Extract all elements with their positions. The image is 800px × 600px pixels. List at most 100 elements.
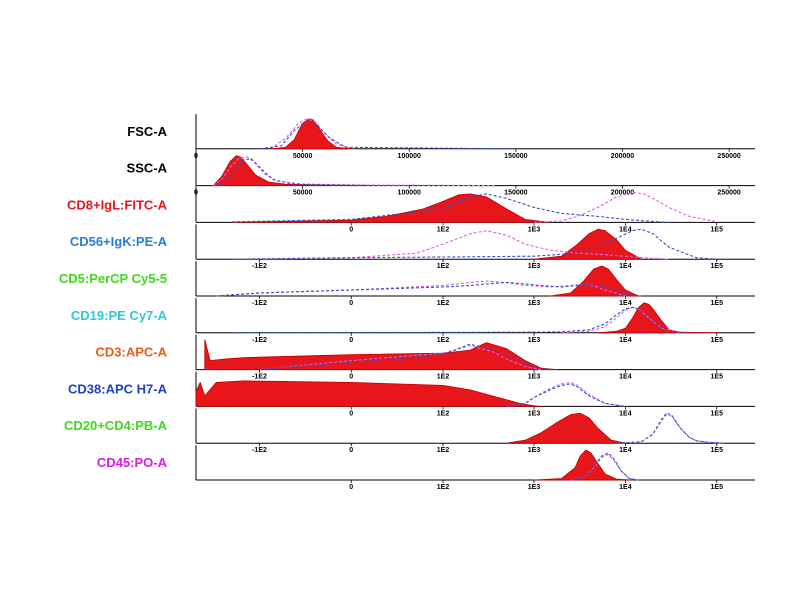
tick-label: 150000	[504, 153, 527, 160]
tick-label: 1E2	[437, 263, 450, 270]
tick-label: 200000	[611, 190, 634, 197]
tick-label: 100000	[398, 190, 421, 197]
tick-label: 1E4	[619, 410, 632, 417]
overlay-histogram	[259, 345, 542, 371]
tick-label: 50000	[293, 190, 313, 197]
tick-label: 250000	[717, 190, 740, 197]
channel-label: CD45:PO-A	[97, 455, 168, 470]
tick-label: 1E3	[528, 263, 541, 270]
channel-label: CD5:PerCP Cy5-5	[59, 271, 167, 286]
tick-label: 1E2	[437, 226, 450, 233]
tick-label: 1E2	[437, 410, 450, 417]
channel-label: CD56+IgK:PE-A	[70, 234, 168, 249]
tick-label: 1E4	[619, 374, 632, 381]
tick-label: 1E4	[619, 337, 632, 344]
tick-label: 0	[349, 226, 353, 233]
channel-label: CD3:APC-A	[96, 345, 168, 360]
filled-histogram	[195, 380, 542, 407]
tick-label: 0	[349, 300, 353, 307]
tick-label: 1E4	[619, 263, 632, 270]
overlay-histogram	[506, 383, 626, 407]
tick-label: 1E3	[528, 337, 541, 344]
tick-label: -1E2	[252, 300, 267, 307]
tick-label: 150000	[504, 190, 527, 197]
tick-label: 100000	[398, 153, 421, 160]
channel-label: CD8+IgL:FITC-A	[67, 197, 168, 212]
filled-histogram	[549, 265, 640, 297]
channel-label: SSC-A	[127, 161, 168, 176]
tick-label: 1E3	[528, 300, 541, 307]
histogram-panel: CD20+CD4:PB-A -1E2 0 1E2 1E3 1E4 1E5	[64, 408, 755, 454]
tick-label: 1E5	[711, 300, 724, 307]
histogram-panel: CD3:APC-A -1E2 0 1E2 1E3 1E4 1E5	[96, 334, 755, 381]
tick-label: 1E5	[711, 263, 724, 270]
overlay-histogram	[232, 306, 690, 334]
overlay-histogram	[506, 381, 626, 407]
tick-label: 1E3	[528, 447, 541, 454]
tick-label: 1E2	[437, 484, 450, 491]
filled-histogram	[231, 193, 551, 223]
filled-histogram	[506, 412, 626, 444]
tick-label: 1E3	[528, 410, 541, 417]
tick-label: 1E5	[711, 226, 724, 233]
histogram-panel: CD56+IgK:PE-A -1E2 1E2 1E3 1E4 1E5	[70, 224, 755, 270]
tick-label: 1E2	[437, 337, 450, 344]
tick-label: 1E4	[619, 300, 632, 307]
overlay-histogram	[561, 306, 681, 334]
tick-label: 1E2	[437, 374, 450, 381]
channel-label: CD20+CD4:PB-A	[64, 418, 168, 433]
tick-label: 250000	[717, 153, 740, 160]
overlay-histogram	[570, 453, 639, 481]
tick-label: 0	[349, 337, 353, 344]
overlay-histogram	[232, 193, 670, 223]
channel-label: FSC-A	[127, 124, 167, 139]
channel-label: CD19:PE Cy7-A	[71, 308, 168, 323]
histogram-panel: CD45:PO-A 0 1E2 1E3 1E4 1E5	[97, 445, 755, 491]
tick-label: 1E3	[528, 484, 541, 491]
overlay-histogram	[232, 228, 717, 260]
tick-label: 1E2	[437, 447, 450, 454]
tick-label: -1E2	[252, 337, 267, 344]
tick-label: 1E5	[711, 337, 724, 344]
overlay-histogram	[259, 119, 516, 150]
overlay-histogram	[216, 281, 642, 297]
tick-label: 1E3	[528, 226, 541, 233]
tick-label: 200000	[611, 153, 634, 160]
overlay-histogram	[616, 412, 725, 444]
tick-label: 1E5	[711, 410, 724, 417]
tick-label: 50000	[293, 153, 313, 160]
tick-label: 1E5	[711, 447, 724, 454]
tick-label: 0	[349, 410, 353, 417]
overlay-histogram	[232, 230, 670, 260]
tick-label: 1E4	[619, 484, 632, 491]
filled-histogram	[272, 118, 350, 150]
overlay-histogram	[259, 118, 354, 150]
tick-label: 1E4	[619, 226, 632, 233]
filled-histogram	[533, 449, 633, 481]
tick-label: -1E2	[252, 374, 267, 381]
tick-label: 1E3	[528, 374, 541, 381]
histogram-panel: CD8+IgL:FITC-A 0 1E2 1E3 1E4 1E5	[67, 187, 755, 233]
histogram-panel: FSC-A050000100000150000200000250000	[127, 114, 755, 160]
overlay-histogram	[533, 191, 717, 223]
filled-histogram	[533, 228, 642, 260]
overlay-histogram	[216, 158, 367, 187]
histogram-panel: CD38:APC H7-A 0 1E2 1E3 1E4 1E5	[68, 371, 755, 417]
tick-label: -1E2	[252, 263, 267, 270]
filled-histogram	[597, 302, 718, 334]
tick-label: 1E5	[711, 484, 724, 491]
filled-histogram	[204, 339, 558, 370]
tick-label: 0	[349, 447, 353, 454]
tick-label: -1E2	[252, 447, 267, 454]
channel-label: CD38:APC H7-A	[68, 381, 168, 396]
histogram-panel: CD19:PE Cy7-A -1E2 0 1E2 1E3 1E4 1E5	[71, 298, 755, 344]
tick-label: 0	[349, 484, 353, 491]
tick-label: 0	[349, 374, 353, 381]
histogram-panel: SSC-A050000100000150000200000250000	[127, 150, 755, 197]
overlay-histogram	[616, 414, 725, 444]
histogram-panel: CD5:PerCP Cy5-5 -1E2 0 1E2 1E3 1E4 1E5	[59, 261, 755, 307]
tick-label: 1E2	[437, 300, 450, 307]
overlay-histogram	[259, 343, 551, 371]
tick-label: 1E4	[619, 447, 632, 454]
